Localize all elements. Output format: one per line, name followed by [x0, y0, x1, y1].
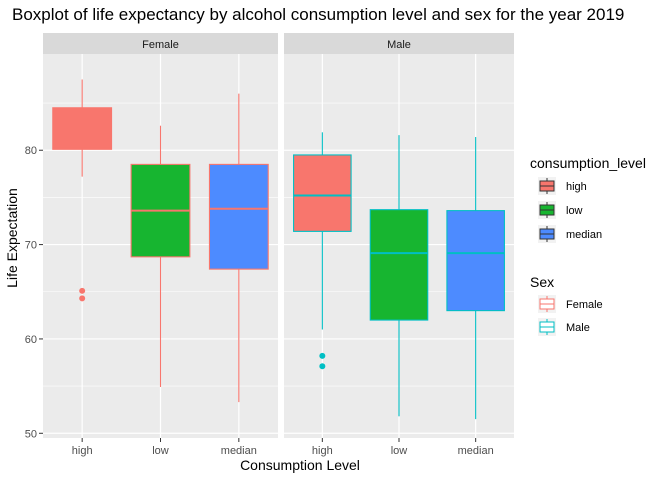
- legend-label: low: [566, 205, 583, 217]
- box-female-low: [130, 125, 191, 388]
- x-tick-label: high: [72, 445, 93, 457]
- box-iqr: [369, 209, 429, 321]
- box-male-high: [293, 132, 352, 370]
- x-tick-label: low: [152, 445, 169, 457]
- y-axis-title: Life Expectation: [4, 188, 20, 288]
- x-axis-title: Consumption Level: [240, 457, 360, 473]
- y-tick-label: 70: [25, 240, 37, 252]
- legend-title: Sex: [530, 274, 554, 290]
- legend-label: high: [566, 181, 587, 193]
- legend-label: Female: [566, 299, 603, 311]
- outlier-point: [319, 352, 326, 359]
- legend-key-male: Male: [538, 318, 590, 336]
- facet-strip-label: Female: [142, 39, 179, 51]
- box-iqr: [208, 163, 269, 270]
- facet-strip-label: Male: [387, 39, 411, 51]
- box-iqr: [52, 107, 113, 150]
- legend-key-median: median: [538, 225, 602, 243]
- box-iqr: [446, 210, 505, 312]
- legend-sex: Sex Female Male: [530, 274, 603, 336]
- facet-strip: [43, 33, 278, 54]
- x-tick-label: median: [221, 445, 257, 457]
- y-axis: 50 60 70 80: [25, 145, 43, 440]
- y-tick-label: 60: [25, 334, 37, 346]
- legend-key-low: low: [538, 201, 583, 219]
- legend-label: Male: [566, 322, 590, 334]
- outlier-point: [319, 363, 326, 370]
- facet-strip: [284, 33, 514, 54]
- outlier-point: [79, 287, 86, 294]
- panel-female: Female high low median: [43, 33, 278, 457]
- box-male-median: [446, 137, 505, 420]
- x-tick-label: low: [391, 445, 408, 457]
- legend-title: consumption_level: [530, 155, 646, 171]
- y-tick-label: 50: [25, 428, 37, 440]
- box-female-high: [52, 79, 113, 302]
- chart-title: Boxplot of life expectancy by alcohol co…: [12, 5, 624, 24]
- panel-male: Male high low median: [284, 33, 514, 457]
- box-iqr: [293, 154, 352, 232]
- outlier-point: [79, 295, 86, 302]
- box-female-median: [208, 93, 269, 403]
- box-male-low: [369, 135, 429, 417]
- legend-key-high: high: [538, 177, 587, 195]
- facet-panels: Female high low median Male high low median 50 60…: [25, 33, 514, 457]
- y-tick-label: 80: [25, 145, 37, 157]
- legend-label: median: [566, 229, 602, 241]
- x-tick-label: high: [312, 445, 333, 457]
- x-tick-label: median: [458, 445, 494, 457]
- legend-key-female: Female: [538, 295, 603, 313]
